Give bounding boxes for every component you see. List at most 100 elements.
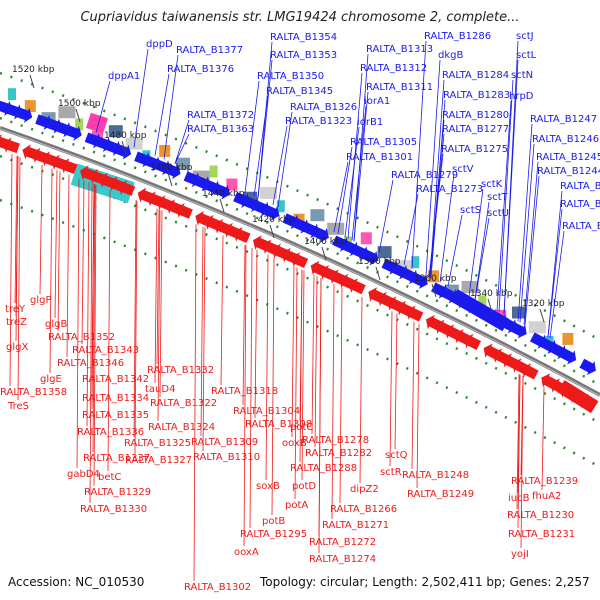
forward-gene-label: RALTA_B1273: [416, 184, 483, 195]
forward-gene-label: RALTA_B1313: [366, 44, 433, 55]
forward-gene-label: sctN: [511, 70, 533, 81]
forward-gene-arrow: [163, 163, 181, 180]
forward-gene-label: RALTA_B1354: [270, 32, 337, 43]
reverse-leader-line: [517, 374, 521, 529]
position-marker-label: 1520 kbp: [12, 65, 55, 75]
reverse-leader-line: [394, 313, 398, 450]
feature-block: [260, 186, 277, 199]
reverse-gene-label: ooxA: [234, 547, 259, 558]
reverse-leader-line: [520, 376, 524, 549]
reverse-gene-arrow: [522, 363, 539, 380]
forward-gene-label: RALTA_B1286: [424, 31, 491, 42]
reverse-gene-label: glgB: [45, 319, 67, 330]
forward-leader-line: [523, 161, 539, 325]
reverse-leader-line: [81, 180, 85, 345]
feature-block: [24, 100, 36, 113]
forward-gene-label: iorB1: [357, 117, 383, 128]
forward-gene-label: RALTA_B1284: [442, 70, 509, 81]
forward-gene-label: dkgB: [438, 50, 463, 61]
reverse-gene-label: RALTA_B1324: [148, 422, 215, 433]
genome-backbone-highlight: [0, 128, 600, 397]
reverse-gene-arrow: [557, 380, 599, 414]
position-marker-label: 1420 kbp: [252, 215, 295, 225]
forward-leader-line: [353, 91, 369, 242]
reverse-leader-line: [265, 254, 269, 481]
reverse-leader-line: [516, 374, 520, 510]
reverse-gene-label: sctR: [380, 467, 402, 478]
forward-gene-label: RALTA_B1246: [532, 134, 599, 145]
reverse-gene-label: RALTA_B1318: [211, 386, 278, 397]
reverse-gene-label: RALTA_B1282: [305, 448, 372, 459]
reverse-gene-label: soxB: [256, 481, 280, 492]
reverse-gene-label: potC: [290, 422, 313, 433]
reverse-leader-line: [17, 156, 21, 401]
reverse-leader-line: [271, 257, 275, 516]
forward-leader-line: [353, 53, 369, 242]
forward-gene-label: RALTA_B1345: [266, 86, 333, 97]
reverse-leader-line: [318, 278, 322, 554]
reverse-leader-line: [57, 171, 61, 332]
reverse-leader-line: [220, 235, 224, 386]
reverse-gene-label: sctQ: [385, 450, 408, 461]
reverse-leader-line: [291, 266, 295, 438]
feature-block: [411, 256, 420, 269]
forward-gene-label: RALTA_B1279: [391, 170, 458, 181]
feature-block: [310, 209, 325, 222]
reverse-leader-line: [89, 183, 93, 504]
forward-gene-label: RALTA_B1376: [167, 64, 234, 75]
forward-leader-line: [503, 59, 519, 315]
reverse-gene-label: RALTA_B1230: [507, 510, 574, 521]
feature-block: [8, 88, 16, 101]
forward-gene-label: RALTA_B1350: [257, 71, 324, 82]
reverse-gene-label: RALTA_B1271: [322, 520, 389, 531]
position-marker-label: 1360 kbp: [414, 274, 457, 284]
reverse-gene-arrow: [349, 278, 366, 295]
forward-leader-line: [425, 59, 441, 276]
reverse-gene-label: RALTA_B1322: [150, 398, 217, 409]
forward-gene-label: RALTA_B1312: [360, 63, 427, 74]
forward-gene-label: hrpD: [509, 91, 534, 102]
feature-block: [209, 165, 218, 178]
reverse-gene-label: ooxB: [282, 438, 307, 449]
reverse-leader-line: [242, 244, 246, 406]
reverse-gene-label: glgP: [30, 295, 52, 306]
position-marker-line: [269, 224, 275, 239]
reverse-leader-line: [9, 154, 13, 387]
reverse-gene-label: RALTA_B1310: [193, 452, 260, 463]
forward-gene-label: RALTA_B1323: [285, 116, 352, 127]
accession-label: Accession: NC_010530: [8, 575, 145, 589]
forward-gene-arrow: [411, 272, 428, 289]
reverse-gene-label: RALTA_B1231: [508, 529, 575, 540]
reverse-leader-line: [541, 387, 545, 491]
forward-gene-arrow: [114, 143, 132, 160]
forward-leader-line: [474, 217, 490, 300]
reverse-gene-label: glgX: [6, 342, 28, 353]
position-marker-label: 1340 kbp: [470, 289, 513, 299]
forward-leader-line: [351, 105, 367, 241]
forward-gene-arrow: [64, 125, 82, 141]
forward-leader-line: [439, 173, 455, 283]
feature-block: [58, 106, 76, 119]
forward-leader-line: [253, 95, 269, 197]
forward-gene-label: RALTA_B1280: [442, 110, 509, 121]
reverse-leader-line: [389, 311, 393, 467]
forward-leader-line: [344, 126, 360, 238]
forward-leader-line: [403, 193, 419, 265]
forward-gene-arrow: [312, 226, 329, 243]
position-marker-line: [321, 246, 327, 261]
reverse-leader-line: [314, 276, 318, 448]
reverse-leader-line: [15, 156, 19, 342]
reverse-leader-line: [133, 200, 137, 438]
feature-block: [75, 118, 84, 131]
reverse-leader-line: [202, 227, 206, 452]
reverse-gene-label: RALTA_B1335: [82, 410, 149, 421]
feature-block: [528, 321, 546, 334]
reverse-gene-arrow: [176, 202, 193, 219]
reverse-gene-label: fhuA2: [532, 491, 561, 502]
forward-gene-arrow: [213, 183, 231, 200]
forward-gene-label: RALTA_B1247: [530, 114, 597, 125]
forward-gene-label: sctL: [516, 50, 537, 61]
reverse-leader-line: [134, 200, 138, 455]
reverse-gene-label: RALTA_B1329: [84, 487, 151, 498]
forward-gene-label: sctT: [487, 192, 509, 203]
